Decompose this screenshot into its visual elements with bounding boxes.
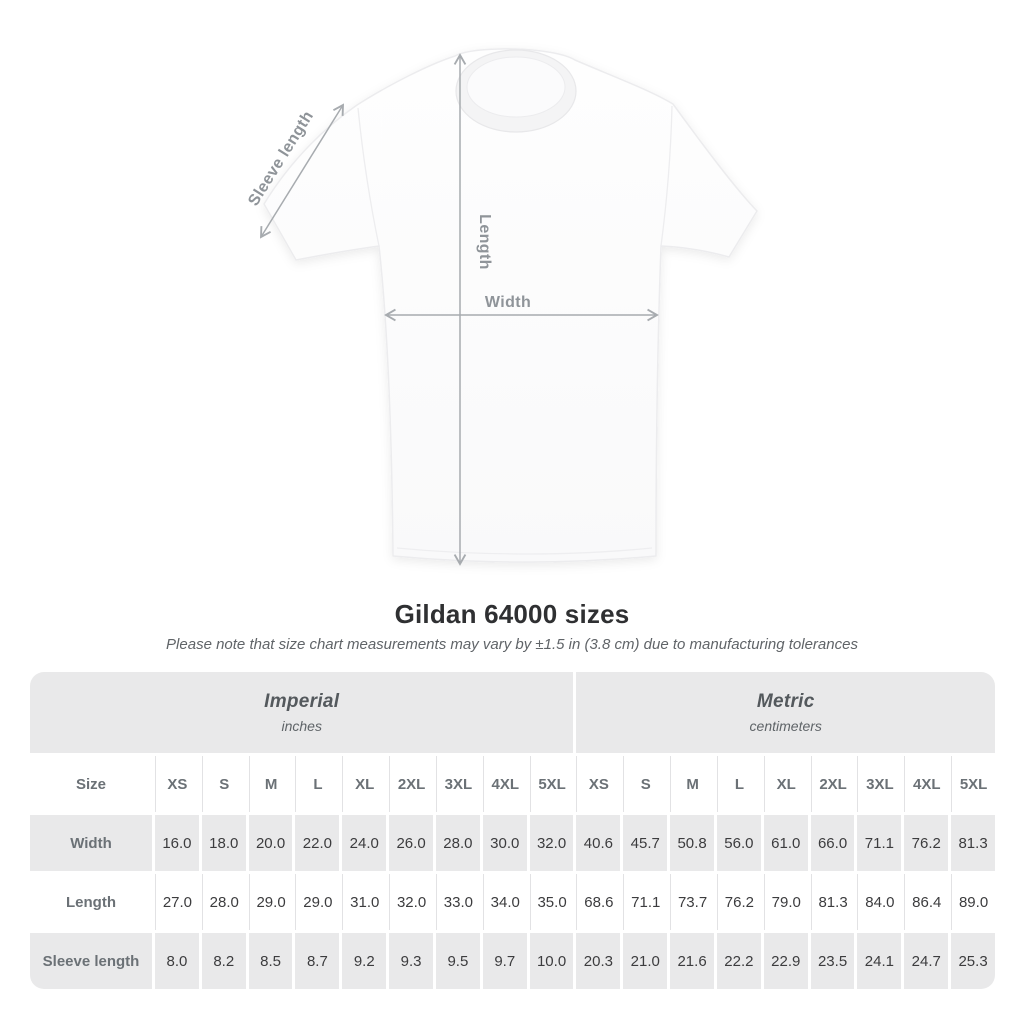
value-cell: 24.0 [342,815,387,871]
value-cell: 71.1 [623,874,668,930]
size-header-metric-3xl: 3XL [857,756,902,812]
value-cell: 56.0 [716,815,761,871]
value-cell: 8.0 [155,933,199,989]
collar-inner [466,56,566,118]
value-cell: 24.7 [904,933,949,989]
value-cell: 8.7 [295,933,340,989]
unit-header-metric-label: Metric [756,691,815,712]
value-cell: 30.0 [482,815,527,871]
value-cell: 24.1 [857,933,902,989]
page-title: Gildan 64000 sizes [394,599,630,629]
size-header-metric-4xl: 4XL [904,756,949,812]
value-cell: 68.6 [576,874,621,930]
value-cell: 20.0 [248,815,293,871]
hem-seam [396,547,653,555]
row-label: Sleeve length [30,933,152,989]
right-sleeve-seam [660,105,673,247]
unit-header-metric: Metric centimeters [576,672,995,753]
size-header-metric-2xl: 2XL [810,756,855,812]
value-cell: 71.1 [857,815,902,871]
value-cell: 33.0 [435,874,480,930]
value-cell: 66.0 [810,815,855,871]
size-header-metric-s: S [623,756,668,812]
value-cell: 22.0 [295,815,340,871]
value-cell: 8.2 [201,933,246,989]
value-cell: 22.9 [763,933,808,989]
value-cell: 9.3 [389,933,433,989]
value-cell: 50.8 [670,815,714,871]
value-cell: 84.0 [857,874,902,930]
value-cell: 32.0 [389,874,433,930]
size-header-imperial-l: L [295,756,340,812]
value-cell: 35.0 [529,874,574,930]
value-cell: 9.2 [342,933,387,989]
row-label: Length [30,874,152,930]
value-cell: 40.6 [576,815,621,871]
left-sleeve-seam [357,107,380,247]
value-cell: 29.0 [295,874,340,930]
value-cell: 76.2 [716,874,761,930]
value-cell: 34.0 [482,874,527,930]
width-label: Width [485,294,531,311]
row-label: Width [30,815,152,871]
value-cell: 22.2 [716,933,761,989]
size-header-metric-5xl: 5XL [951,756,995,812]
tshirt-diagram: Width Length Sleeve length [245,48,758,566]
value-cell: 9.5 [435,933,480,989]
size-column-header: Size [30,756,152,812]
value-cell: 76.2 [904,815,949,871]
value-cell: 79.0 [763,874,808,930]
value-cell: 27.0 [155,874,199,930]
value-cell: 29.0 [248,874,293,930]
size-header-metric-m: M [670,756,714,812]
value-cell: 10.0 [529,933,574,989]
size-header-imperial-m: M [248,756,293,812]
measurement-annotations [259,53,659,566]
size-header-imperial-3xl: 3XL [435,756,480,812]
value-cell: 18.0 [201,815,246,871]
size-header-imperial-xs: XS [155,756,199,812]
value-cell: 45.7 [623,815,668,871]
value-cell: 26.0 [389,815,433,871]
tolerance-note: Please note that size chart measurements… [166,636,858,653]
size-header-imperial-s: S [201,756,246,812]
size-header-imperial-5xl: 5XL [529,756,574,812]
value-cell: 25.3 [951,933,995,989]
value-cell: 8.5 [248,933,293,989]
size-header-imperial-xl: XL [342,756,387,812]
value-cell: 23.5 [810,933,855,989]
value-cell: 81.3 [951,815,995,871]
unit-header-imperial: Imperial inches [30,672,574,753]
size-header-metric-xs: XS [576,756,621,812]
value-cell: 86.4 [904,874,949,930]
length-label: Length [476,214,493,270]
size-header-imperial-2xl: 2XL [389,756,433,812]
unit-header-imperial-label: Imperial [264,691,340,712]
value-cell: 61.0 [763,815,808,871]
value-cell: 21.0 [623,933,668,989]
value-cell: 16.0 [155,815,199,871]
tshirt-illustration [263,48,758,563]
unit-header-metric-sublabel: centimeters [749,718,822,734]
size-header-metric-l: L [716,756,761,812]
value-cell: 32.0 [529,815,574,871]
value-cell: 81.3 [810,874,855,930]
size-header-imperial-4xl: 4XL [482,756,527,812]
value-cell: 31.0 [342,874,387,930]
value-cell: 9.7 [482,933,527,989]
value-cell: 73.7 [670,874,714,930]
size-header-metric-xl: XL [763,756,808,812]
value-cell: 21.6 [670,933,714,989]
value-cell: 20.3 [576,933,621,989]
value-cell: 89.0 [951,874,995,930]
value-cell: 28.0 [435,815,480,871]
value-cell: 28.0 [201,874,246,930]
size-table: Imperial inches Metric centimeters Size … [30,672,995,989]
unit-header-imperial-sublabel: inches [281,718,322,734]
sleeve-length-arrow [259,103,345,239]
